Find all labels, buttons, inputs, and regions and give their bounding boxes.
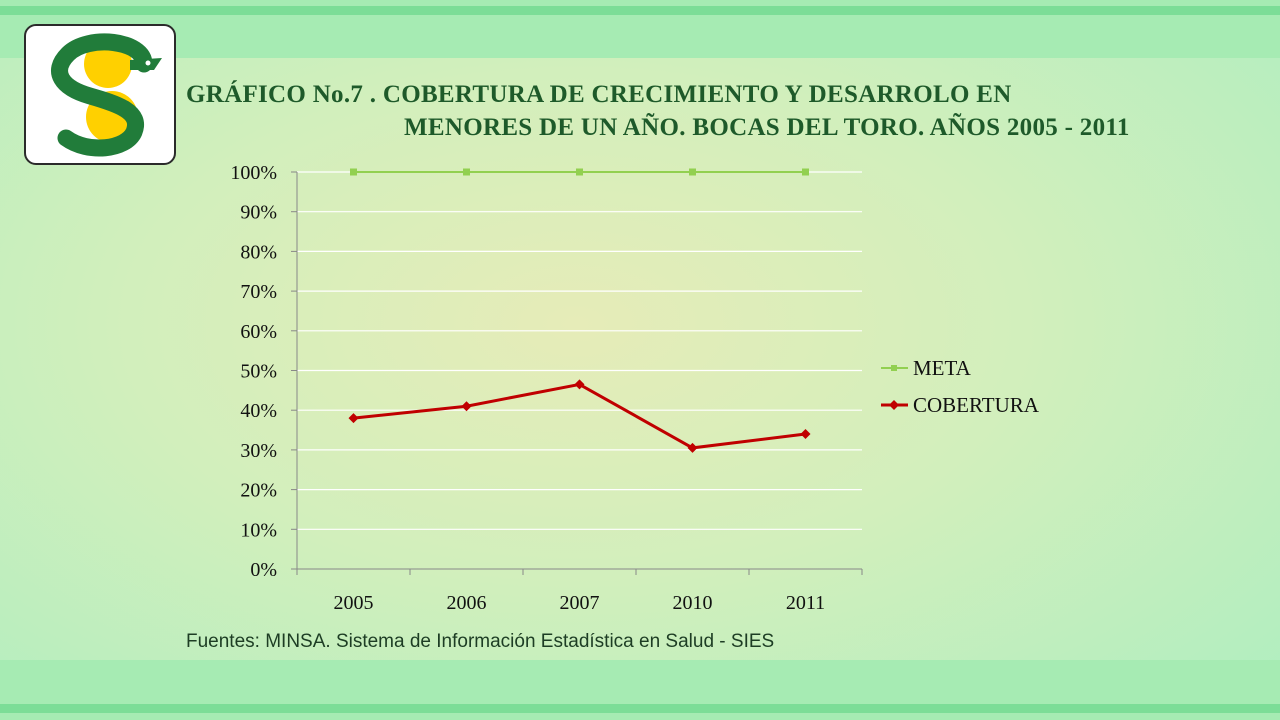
legend-marker-meta xyxy=(891,365,897,371)
y-tick-label: 60% xyxy=(240,321,277,343)
y-tick-label: 90% xyxy=(240,202,277,224)
x-tick-label: 2006 xyxy=(447,592,487,614)
data-point-cobertura xyxy=(348,413,359,424)
chart-legend: META COBERTURA xyxy=(881,356,1040,417)
data-point-cobertura xyxy=(574,379,585,390)
x-tick-label: 2011 xyxy=(786,592,825,614)
data-point-cobertura xyxy=(800,429,811,440)
y-axis-ticks: 0% 10% 20% 30% 40% 50% 60% 70% 80% 90% 100% xyxy=(230,162,277,581)
legend-marker-cobertura xyxy=(889,400,899,410)
chart-axes xyxy=(291,171,863,575)
series-line-cobertura xyxy=(353,382,806,450)
x-tick-label: 2010 xyxy=(673,592,713,614)
chart-series xyxy=(348,168,811,453)
y-tick-label: 80% xyxy=(240,241,277,263)
chart-grid xyxy=(297,171,862,530)
data-point-meta xyxy=(689,168,696,176)
chart-title-line-1: GRÁFICO No.7 . COBERTURA DE CRECIMIENTO … xyxy=(186,81,1012,108)
y-tick-label: 70% xyxy=(240,281,277,303)
data-point-cobertura xyxy=(461,401,472,412)
top-band-line xyxy=(0,6,1280,15)
y-tick-label: 50% xyxy=(240,361,277,383)
y-tick-label: 100% xyxy=(230,162,277,184)
chart-title: GRÁFICO No.7 . COBERTURA DE CRECIMIENTO … xyxy=(186,78,1246,144)
data-point-meta xyxy=(350,168,357,176)
x-tick-label: 2005 xyxy=(334,592,374,614)
data-point-meta xyxy=(576,168,583,176)
chart-title-line-2: MENORES DE UN AÑO. BOCAS DEL TORO. AÑOS … xyxy=(404,114,1130,141)
data-point-cobertura xyxy=(687,442,698,453)
data-point-meta xyxy=(463,168,470,176)
y-tick-label: 20% xyxy=(240,480,277,502)
y-tick-label: 0% xyxy=(250,559,277,581)
y-tick-label: 30% xyxy=(240,440,277,462)
legend-label-cobertura: COBERTURA xyxy=(913,393,1040,417)
bottom-band-line xyxy=(0,704,1280,713)
serpent-s-logo-icon xyxy=(51,33,162,157)
data-point-meta xyxy=(802,168,809,176)
x-tick-label: 2007 xyxy=(560,592,600,614)
x-axis-ticks: 2005 2006 2007 2010 2011 xyxy=(334,592,826,614)
y-tick-label: 40% xyxy=(240,400,277,422)
y-tick-label: 10% xyxy=(240,519,277,541)
legend-label-meta: META xyxy=(913,356,972,380)
logo xyxy=(24,24,176,165)
source-note: Fuentes: MINSA. Sistema de Información E… xyxy=(186,631,775,652)
